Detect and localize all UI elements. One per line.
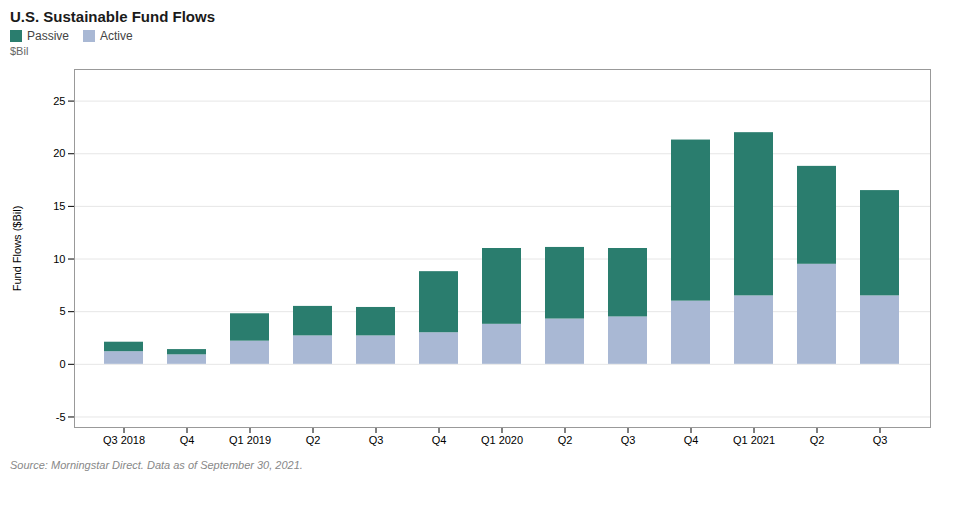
html-text:U.S. Sustainable Fund Flows: U.S. Sustainable Fund Flows (10, 8, 215, 25)
svg-text:10: 10 (53, 253, 65, 265)
svg-text:15: 15 (53, 200, 65, 212)
svg-text:Q1 2019: Q1 2019 (229, 434, 271, 446)
svg-text:5: 5 (59, 305, 65, 317)
svg-text:Q3: Q3 (369, 434, 384, 446)
svg-text:Q4: Q4 (684, 434, 699, 446)
svg-text:25: 25 (53, 95, 65, 107)
svg-text:0: 0 (59, 358, 65, 370)
svg-text:Q3: Q3 (873, 434, 888, 446)
svg-text:Q4: Q4 (180, 434, 195, 446)
svg-text:-5: -5 (56, 410, 66, 422)
html-text:Source: Morningstar Direct. Da: Source: Morningstar Direct. Data as of S… (10, 459, 303, 471)
svg-text:Q1 2020: Q1 2020 (481, 434, 523, 446)
svg-text:Q3: Q3 (621, 434, 636, 446)
html-text:Active: Active (100, 29, 133, 43)
svg-text:Q4: Q4 (432, 434, 447, 446)
svg-text:Q2: Q2 (810, 434, 825, 446)
html-text:Passive: Passive (27, 29, 69, 43)
svg-text:Q1 2021: Q1 2021 (733, 434, 775, 446)
html-text:$Bil: $Bil (10, 45, 29, 57)
svg-text:Q2: Q2 (306, 434, 321, 446)
svg-text:20: 20 (53, 147, 65, 159)
svg-text:Fund Flows ($Bil): Fund Flows ($Bil) (11, 206, 23, 292)
svg-text:Q2: Q2 (558, 434, 573, 446)
svg-text:Q3 2018: Q3 2018 (103, 434, 145, 446)
